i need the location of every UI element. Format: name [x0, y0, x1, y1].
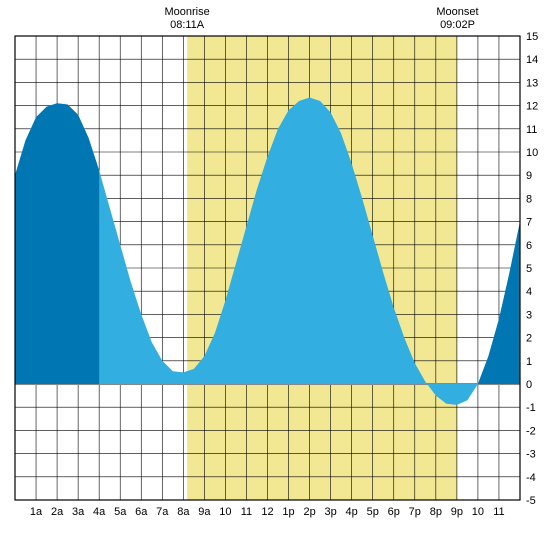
svg-text:7p: 7p [409, 506, 421, 518]
svg-text:4p: 4p [346, 506, 358, 518]
svg-text:4: 4 [526, 286, 532, 298]
svg-text:-2: -2 [526, 425, 536, 437]
svg-text:11: 11 [241, 506, 252, 518]
svg-text:-5: -5 [526, 495, 536, 507]
svg-text:3: 3 [526, 309, 532, 321]
svg-text:-3: -3 [526, 449, 536, 461]
svg-text:1p: 1p [282, 506, 294, 518]
svg-text:12: 12 [526, 101, 538, 113]
svg-text:6: 6 [526, 240, 532, 252]
svg-text:7a: 7a [156, 506, 169, 518]
svg-text:2: 2 [526, 333, 532, 345]
svg-text:5p: 5p [367, 506, 379, 518]
svg-text:-4: -4 [526, 472, 536, 484]
svg-text:6p: 6p [388, 506, 400, 518]
svg-text:1a: 1a [30, 506, 43, 518]
svg-text:7: 7 [526, 217, 532, 229]
svg-text:8: 8 [526, 193, 532, 205]
svg-text:9: 9 [526, 170, 532, 182]
tide-moon-chart: Moonrise 08:11A Moonset 09:02P 1a2a3a4a5… [0, 0, 550, 550]
svg-text:8a: 8a [177, 506, 190, 518]
svg-text:-1: -1 [526, 402, 536, 414]
svg-text:15: 15 [526, 31, 538, 43]
svg-text:9a: 9a [198, 506, 211, 518]
svg-text:3p: 3p [325, 506, 337, 518]
chart-svg: 1a2a3a4a5a6a7a8a9a1011121p2p3p4p5p6p7p8p… [0, 0, 550, 550]
svg-text:5a: 5a [114, 506, 127, 518]
svg-text:10: 10 [526, 147, 538, 159]
svg-text:14: 14 [526, 54, 538, 66]
svg-text:10: 10 [472, 506, 484, 518]
svg-text:10: 10 [219, 506, 231, 518]
svg-text:6a: 6a [135, 506, 148, 518]
svg-text:9p: 9p [451, 506, 463, 518]
svg-text:12: 12 [261, 506, 273, 518]
svg-text:0: 0 [526, 379, 532, 391]
svg-text:13: 13 [526, 77, 538, 89]
svg-text:11: 11 [493, 506, 504, 518]
svg-text:1: 1 [526, 356, 532, 368]
svg-text:4a: 4a [93, 506, 106, 518]
svg-text:2p: 2p [303, 506, 315, 518]
svg-text:8p: 8p [430, 506, 442, 518]
svg-text:3a: 3a [72, 506, 85, 518]
svg-text:2a: 2a [51, 506, 64, 518]
svg-text:11: 11 [526, 124, 537, 136]
svg-text:5: 5 [526, 263, 532, 275]
